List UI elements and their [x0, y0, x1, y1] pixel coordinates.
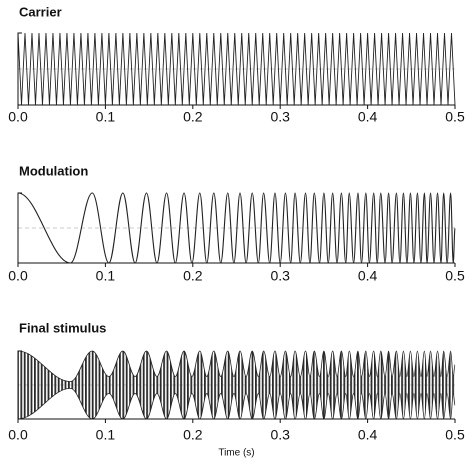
x-tick-label: 0.3 [270, 109, 290, 125]
panel-title: Final stimulus [19, 320, 106, 335]
x-tick-label: 0.1 [96, 109, 116, 125]
x-tick-label: 0.2 [183, 268, 203, 284]
x-tick-label: 0.0 [8, 268, 28, 284]
envelope-outline [17, 350, 456, 383]
x-tick-label: 0.5 [445, 427, 465, 443]
y-axis [17, 32, 22, 106]
x-tick-label: 0.4 [358, 268, 378, 284]
x-tick-label: 0.0 [8, 109, 28, 125]
y-axis [17, 192, 22, 264]
panel-title: Carrier [19, 4, 62, 19]
x-tick-label: 0.1 [96, 268, 116, 284]
x-tick-label: 0.2 [183, 427, 203, 443]
envelope-outline [17, 387, 456, 420]
x-tick-label: 0.3 [270, 268, 290, 284]
x-tick-label: 0.0 [8, 427, 28, 443]
y-axis [17, 350, 22, 420]
x-tick-label: 0.3 [270, 427, 290, 443]
x-tick-label: 0.4 [358, 109, 378, 125]
x-tick-label: 0.5 [445, 109, 465, 125]
panel-title: Modulation [19, 163, 88, 178]
envelope-fill [18, 351, 455, 419]
x-tick-label: 0.2 [183, 109, 203, 125]
x-tick-label: 0.1 [96, 427, 116, 443]
x-tick-label: 0.4 [358, 427, 378, 443]
carrier-wave [17, 32, 456, 106]
modulation-wave [17, 192, 456, 264]
x-axis-label: Time (s) [218, 448, 254, 459]
x-tick-label: 0.5 [445, 268, 465, 284]
